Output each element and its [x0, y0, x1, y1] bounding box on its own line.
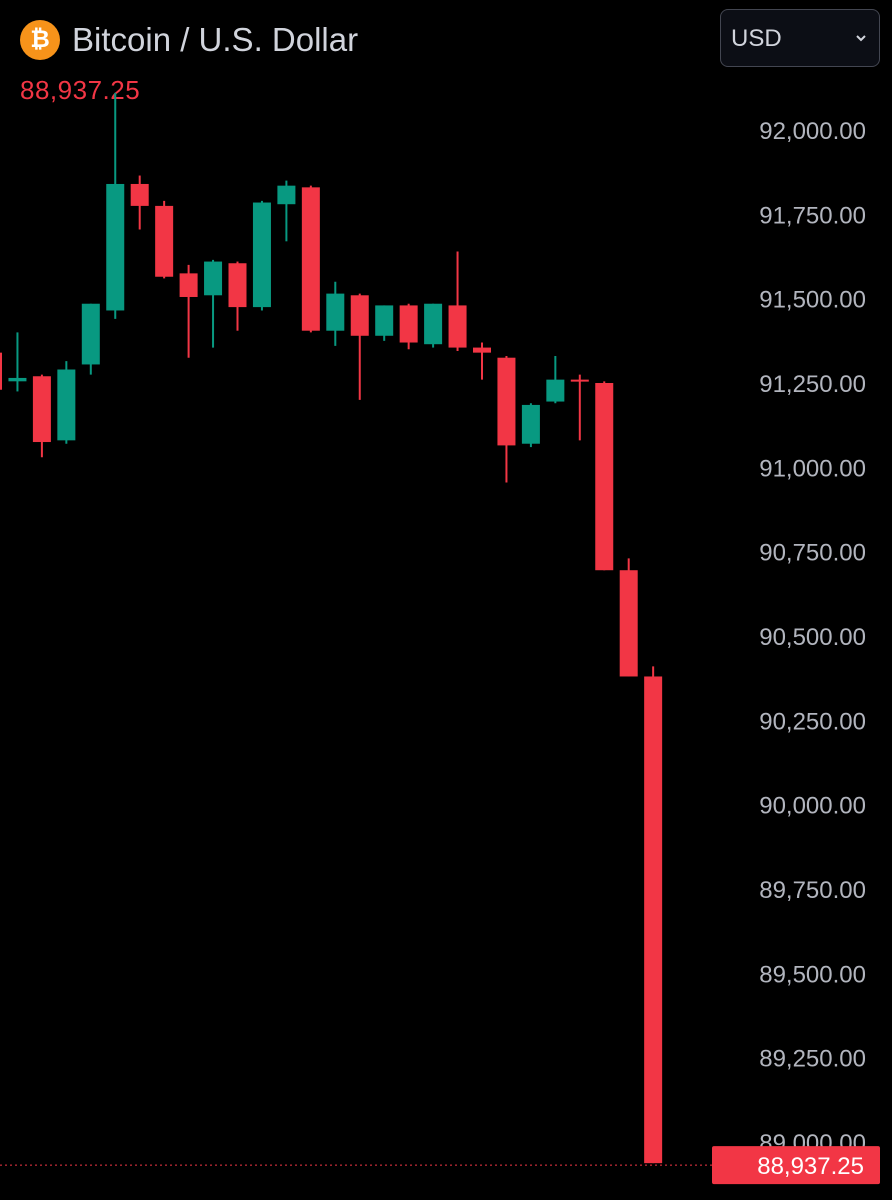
candle-body [375, 305, 394, 336]
chart-header: ₿ Bitcoin / U.S. Dollar 88,937.25 USD [0, 0, 892, 110]
symbol-title: Bitcoin / U.S. Dollar [72, 21, 359, 58]
candle-body [81, 303, 100, 365]
chevron-down-icon [856, 35, 866, 42]
candle [350, 293, 369, 400]
candle-body [424, 303, 443, 345]
candle [448, 251, 467, 351]
candle-body [277, 185, 296, 205]
candle [570, 374, 589, 441]
candle-body [350, 295, 369, 336]
candle [32, 374, 51, 458]
candle [546, 356, 565, 404]
price-axis-tick-label: 90,750.00 [759, 540, 866, 567]
candle-body [252, 202, 271, 308]
candle [57, 361, 76, 444]
candle-body [179, 273, 198, 297]
price-axis-tick-label: 90,250.00 [759, 708, 866, 735]
candle [252, 200, 271, 311]
candle-body [448, 305, 467, 348]
price-axis-tick-label: 89,250.00 [759, 1046, 866, 1073]
candle [473, 342, 491, 380]
candle-body [204, 261, 223, 296]
candle [521, 403, 540, 448]
last-price-value: 88,937.25 [20, 75, 141, 105]
price-axis-tick-label: 90,000.00 [759, 793, 866, 820]
candle [106, 92, 125, 319]
candle [179, 264, 198, 358]
candle [619, 558, 638, 677]
candle [497, 356, 516, 483]
candle-body [301, 187, 320, 331]
candle [277, 180, 296, 242]
candle [0, 352, 2, 390]
candle [228, 261, 247, 331]
candle [8, 332, 27, 392]
candle-body [644, 676, 663, 1164]
candle-body [130, 183, 149, 206]
candle [155, 200, 174, 279]
currency-select-value: USD [731, 25, 782, 52]
candle-body [57, 369, 76, 441]
candle-body [521, 404, 540, 444]
candle-body [399, 305, 418, 343]
currency-select[interactable]: USD [720, 9, 880, 67]
candle-body [570, 379, 589, 382]
candle-body [546, 379, 565, 402]
candle-body [595, 383, 614, 571]
candles-layer [0, 92, 663, 1164]
candle-body [106, 183, 125, 311]
candle [81, 303, 100, 375]
price-axis-tick-label: 91,500.00 [759, 287, 866, 314]
candle [644, 666, 663, 1164]
candle-body [326, 293, 345, 331]
price-axis-tick-label: 92,000.00 [759, 118, 866, 145]
candle-body [497, 357, 516, 446]
price-axis-tick-label: 90,500.00 [759, 624, 866, 651]
candle [130, 175, 149, 230]
price-axis-tick-label: 89,750.00 [759, 877, 866, 904]
candle [399, 303, 418, 350]
candle-body [619, 570, 638, 677]
price-axis-tick-label: 89,500.00 [759, 961, 866, 988]
candle-body [0, 352, 2, 390]
candle-body [473, 347, 491, 353]
last-price-tag-background [712, 1146, 880, 1185]
price-axis: 92,000.00 91,750.00 91,500.00 91,250.00 91,0… [759, 118, 866, 1157]
price-axis-tick-label: 91,000.00 [759, 455, 866, 482]
price-axis-tick-label: 91,750.00 [759, 202, 866, 229]
last-price-tag-label: 88,937.25 [757, 1153, 864, 1180]
candle [326, 281, 345, 346]
candle [424, 303, 443, 348]
candle-body [228, 263, 247, 308]
bitcoin-icon: ₿ [20, 20, 60, 60]
price-axis-tick-label: 91,250.00 [759, 371, 866, 398]
candle [595, 381, 614, 571]
candle-body [155, 205, 174, 277]
candle-body [8, 377, 27, 382]
candle [204, 259, 223, 348]
candle [301, 185, 320, 333]
candle-body [32, 376, 51, 443]
last-price-tag: 88,937.25 [712, 1146, 880, 1185]
candle [375, 305, 394, 341]
